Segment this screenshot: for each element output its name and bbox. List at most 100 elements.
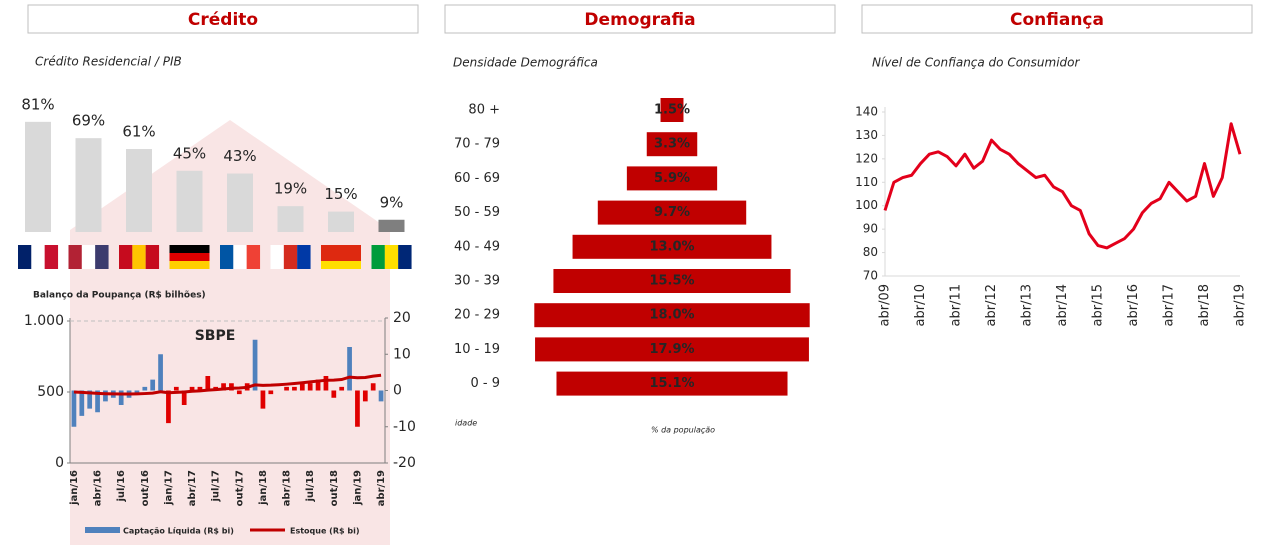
x-tick-label: abr/11	[949, 284, 964, 327]
y-tick-label: 70	[863, 269, 878, 283]
x-tick-label: jul/17	[211, 470, 222, 503]
x-tick-label: jul/18	[305, 470, 316, 503]
bar	[221, 383, 226, 391]
bar	[87, 390, 93, 409]
legend-label: Captação Líquida (R$ bi)	[123, 527, 234, 536]
flag	[321, 261, 361, 269]
data-label: 15.1%	[649, 376, 694, 391]
x-tick-label: abr/19	[376, 470, 387, 506]
data-label: 15%	[324, 185, 357, 203]
flag	[169, 253, 210, 261]
x-tick-label: abr/16	[1126, 284, 1141, 327]
category-label: 50 - 59	[454, 205, 500, 220]
x-tick-label: abr/15	[1091, 284, 1106, 327]
panel-header	[861, 4, 1253, 34]
x-tick-label: abr/13	[1020, 284, 1035, 327]
bar	[277, 206, 304, 232]
panel-header	[444, 4, 836, 34]
x-axis-label: % da população	[651, 426, 715, 435]
y2-tick-label: 10	[393, 346, 411, 362]
bar	[572, 234, 772, 259]
data-label: 17.9%	[649, 342, 694, 357]
bar	[236, 390, 242, 395]
flag	[68, 245, 82, 269]
data-label: 5.9%	[654, 171, 690, 186]
flag	[119, 245, 133, 269]
chart-title: Nível de Confiança do Consumidor	[872, 56, 1081, 70]
y-tick-label: 80	[863, 245, 878, 259]
flag	[384, 245, 399, 269]
data-label: 1.5%	[654, 103, 690, 118]
bar	[252, 339, 258, 391]
category-label: 80 +	[468, 103, 500, 118]
bar	[260, 390, 266, 409]
bar	[535, 337, 809, 362]
y-tick-label: 130	[855, 128, 878, 142]
bar	[370, 383, 376, 391]
bar	[534, 303, 810, 328]
bar	[339, 386, 345, 391]
bar	[378, 219, 405, 232]
x-tick-label: jan/18	[258, 470, 269, 506]
bar	[597, 200, 747, 225]
category-label: 60 - 69	[454, 171, 500, 186]
x-tick-label: jul/16	[116, 470, 127, 503]
category-label: 20 - 29	[454, 308, 500, 323]
x-tick-label: abr/19	[1233, 284, 1248, 327]
bar	[197, 386, 203, 391]
bar	[134, 390, 140, 395]
bar	[299, 383, 305, 391]
data-label: 9%	[380, 193, 404, 211]
flag	[18, 245, 32, 269]
bar	[95, 390, 100, 413]
flag	[145, 245, 160, 269]
x-tick-label: abr/10	[913, 284, 928, 327]
bar	[103, 390, 108, 402]
flag	[31, 245, 45, 269]
data-label: 43%	[223, 147, 256, 165]
x-tick-label: out/16	[140, 470, 151, 506]
bar	[362, 390, 368, 402]
flag	[321, 253, 361, 261]
y-tick-label: 90	[863, 222, 878, 236]
y-tick-label: 110	[855, 175, 878, 189]
x-tick-label: abr/17	[1162, 284, 1177, 327]
flag	[283, 245, 298, 269]
bar	[355, 390, 360, 427]
flag	[169, 245, 210, 253]
x-tick-label: out/17	[234, 470, 245, 506]
data-label: 69%	[72, 112, 105, 130]
bar	[75, 138, 102, 232]
flag	[169, 261, 210, 269]
flag	[398, 245, 412, 269]
x-tick-label: abr/16	[93, 470, 104, 506]
bar	[25, 121, 51, 232]
bar	[331, 390, 337, 398]
bar	[626, 166, 718, 191]
data-label: 9.7%	[654, 205, 690, 220]
chart-title: Crédito Residencial / PIB	[35, 55, 182, 69]
flag	[220, 245, 234, 269]
data-label: 19%	[274, 180, 307, 198]
flag	[321, 245, 361, 253]
bar	[126, 149, 152, 232]
flag	[81, 245, 96, 269]
y-tick-label: 140	[855, 105, 878, 119]
y2-tick-label: -20	[393, 455, 416, 471]
data-label: 15.5%	[649, 274, 694, 289]
bar	[323, 376, 329, 391]
bar	[268, 390, 274, 395]
bar	[79, 390, 85, 416]
flag	[270, 245, 284, 269]
data-label: 13.0%	[649, 239, 694, 254]
annotation: SBPE	[195, 328, 236, 344]
header-title: Demografia	[584, 10, 695, 30]
bar	[315, 379, 321, 391]
x-tick-label: abr/14	[1055, 284, 1070, 327]
header-title: Crédito	[188, 10, 258, 30]
x-tick-label: jan/16	[69, 470, 80, 506]
bar	[660, 98, 684, 122]
flag	[233, 245, 247, 269]
flag	[132, 245, 146, 269]
